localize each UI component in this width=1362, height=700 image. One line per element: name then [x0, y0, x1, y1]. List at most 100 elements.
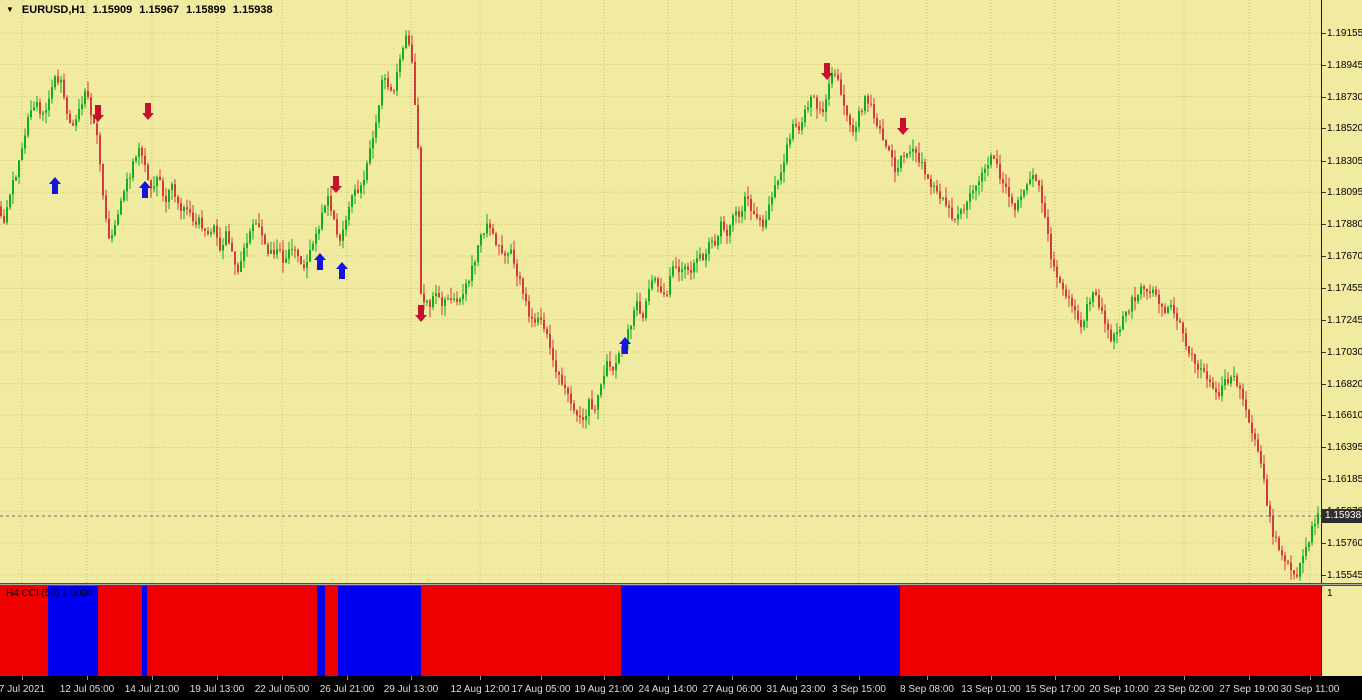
time-axis-label: 17 Aug 05:00 — [511, 684, 571, 695]
time-axis-label: 22 Jul 05:00 — [254, 684, 310, 695]
candle-bodies-up — [6, 35, 1319, 577]
time-axis-label: 31 Aug 23:00 — [766, 684, 826, 695]
ohlc-low: 1.15899 — [186, 4, 226, 16]
price-axis-tick — [1322, 352, 1326, 353]
price-axis-tick — [1322, 192, 1326, 193]
buy-arrow-icon[interactable] — [139, 181, 151, 198]
time-axis-tick — [991, 676, 992, 680]
indicator-label: H4 CCI (50) 1.0000 — [6, 588, 93, 599]
price-axis-tick — [1322, 65, 1326, 66]
price-axis-label: 1.18945 — [1327, 60, 1362, 71]
cci-band-red — [325, 586, 338, 676]
sell-arrow-icon[interactable] — [142, 103, 154, 120]
price-axis-label: 1.17880 — [1327, 219, 1362, 230]
price-axis-tick — [1322, 33, 1326, 34]
price-axis-label: 1.18520 — [1327, 123, 1362, 134]
window-splitter[interactable] — [0, 583, 1362, 586]
price-axis-tick — [1322, 224, 1326, 225]
time-axis-tick — [732, 676, 733, 680]
cci-band-red — [421, 586, 621, 676]
signal-arrows — [49, 63, 909, 354]
price-axis-tick — [1322, 415, 1326, 416]
time-axis-label: 29 Jul 13:00 — [383, 684, 439, 695]
time-axis-tick — [1310, 676, 1311, 680]
price-axis[interactable]: 1 1.19155 1.18945 1.18730 1.18520 1.18305 1.1… — [1321, 0, 1362, 676]
cci-band-red — [900, 586, 1321, 676]
buy-arrow-icon[interactable] — [619, 337, 631, 354]
time-axis[interactable]: 7 Jul 2021 12 Jul 05:00 14 Jul 21:00 19 Jul… — [0, 676, 1362, 700]
current-price-tag: 1.15938 — [1321, 509, 1362, 523]
price-axis-tick — [1322, 575, 1326, 576]
time-axis-tick — [347, 676, 348, 680]
time-axis-label: 27 Aug 06:00 — [702, 684, 762, 695]
buy-arrow-icon[interactable] — [314, 253, 326, 270]
time-axis-tick — [22, 676, 23, 680]
cci-band-blue — [621, 586, 900, 676]
buy-arrow-icon[interactable] — [336, 262, 348, 279]
price-axis-tick — [1322, 543, 1326, 544]
cci-band-blue — [142, 586, 147, 676]
sell-arrow-icon[interactable] — [415, 305, 427, 322]
price-axis-tick — [1322, 384, 1326, 385]
price-axis-label: 1.18730 — [1327, 92, 1362, 103]
time-axis-label: 27 Sep 19:00 — [1219, 684, 1279, 695]
time-axis-label: 15 Sep 17:00 — [1025, 684, 1085, 695]
sell-arrow-icon[interactable] — [897, 118, 909, 135]
cci-band-red — [147, 586, 317, 676]
time-axis-tick — [796, 676, 797, 680]
time-axis-tick — [668, 676, 669, 680]
time-axis-label: 12 Jul 05:00 — [59, 684, 115, 695]
time-axis-tick — [282, 676, 283, 680]
time-axis-tick — [480, 676, 481, 680]
price-axis-tick — [1322, 288, 1326, 289]
time-axis-label: 3 Sep 15:00 — [832, 684, 886, 695]
price-axis-label: 1.16185 — [1327, 474, 1362, 485]
time-axis-label: 7 Jul 2021 — [0, 684, 46, 695]
price-axis-label: 1.17245 — [1327, 315, 1362, 326]
time-axis-label: 19 Jul 13:00 — [189, 684, 245, 695]
price-axis-label: 1.18305 — [1327, 156, 1362, 167]
price-axis-tick — [1322, 161, 1326, 162]
indicator-scale-label: 1 — [1327, 588, 1333, 599]
cci-band-red — [0, 586, 48, 676]
price-axis-label: 1.17030 — [1327, 347, 1362, 358]
price-axis-tick — [1322, 256, 1326, 257]
cci-band-blue — [317, 586, 325, 676]
time-axis-label: 13 Sep 01:00 — [961, 684, 1021, 695]
price-axis-tick — [1322, 320, 1326, 321]
time-axis-label: 30 Sep 11:00 — [1280, 684, 1340, 695]
price-axis-label: 1.15760 — [1327, 538, 1362, 549]
ohlc-high: 1.15967 — [139, 4, 180, 16]
price-axis-label: 1.15545 — [1327, 570, 1362, 581]
time-axis-label: 19 Aug 21:00 — [574, 684, 634, 695]
time-axis-label: 24 Aug 14:00 — [638, 684, 698, 695]
time-axis-label: 23 Sep 02:00 — [1154, 684, 1214, 695]
price-axis-tick — [1322, 128, 1326, 129]
time-axis-tick — [604, 676, 605, 680]
time-axis-tick — [1055, 676, 1056, 680]
candlestick-chart[interactable] — [0, 0, 1321, 585]
price-axis-tick — [1322, 97, 1326, 98]
time-axis-label: 14 Jul 21:00 — [124, 684, 180, 695]
ohlc-close: 1.15938 — [232, 4, 273, 16]
price-axis-label: 1.17670 — [1327, 251, 1362, 262]
ohlc-open: 1.15909 — [92, 4, 133, 16]
sell-arrow-icon[interactable] — [92, 105, 104, 122]
price-axis-label: 1.19155 — [1327, 28, 1362, 39]
cci-band-red — [98, 586, 142, 676]
time-axis-tick — [411, 676, 412, 680]
price-axis-label: 1.16610 — [1327, 410, 1362, 421]
time-axis-tick — [217, 676, 218, 680]
buy-arrow-icon[interactable] — [49, 177, 61, 194]
cci-indicator-panel[interactable]: H4 CCI (50) 1.0000 — [0, 586, 1321, 676]
collapse-chart-icon[interactable]: ▼ — [6, 5, 14, 14]
cci-band-blue — [48, 586, 98, 676]
time-axis-label: 26 Jul 21:00 — [319, 684, 375, 695]
grid-lines — [0, 0, 1321, 585]
sell-arrow-icon[interactable] — [330, 176, 342, 193]
time-axis-tick — [87, 676, 88, 680]
cci-band-blue — [338, 586, 421, 676]
time-axis-tick — [541, 676, 542, 680]
sell-arrow-icon[interactable] — [821, 63, 833, 80]
price-axis-label: 1.18095 — [1327, 187, 1362, 198]
